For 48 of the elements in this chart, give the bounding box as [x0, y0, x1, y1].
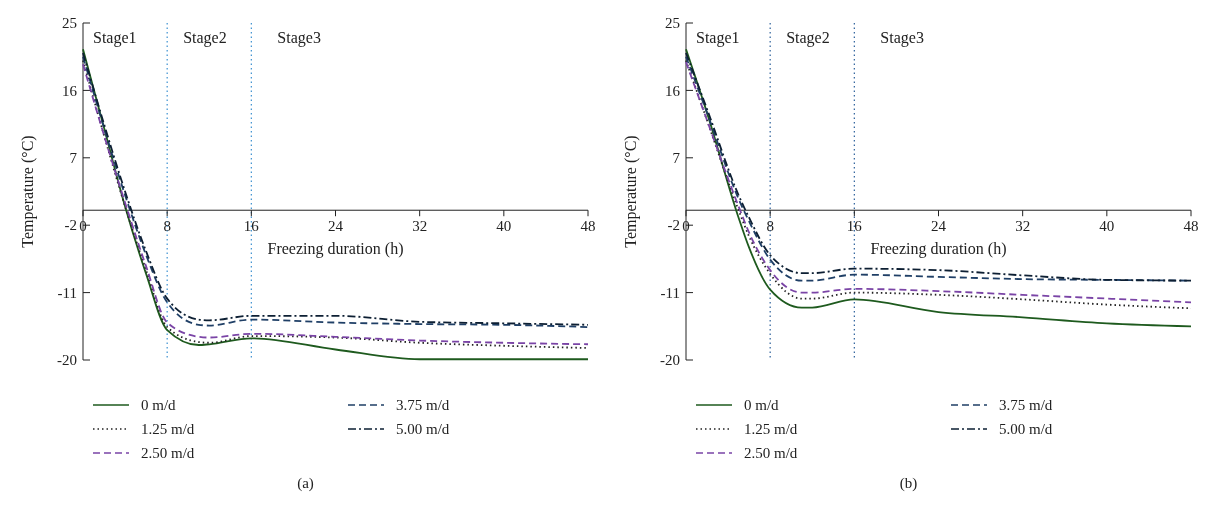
y-axis-title: Temperature (°C)	[19, 135, 37, 248]
x-tick-label: 48	[1183, 218, 1199, 235]
x-tick-label: 16	[243, 218, 260, 235]
legend-label: 3.75 m/d	[396, 397, 450, 414]
annotation: Stage3	[277, 29, 321, 47]
y-tick-label: -20	[660, 352, 680, 369]
y-tick-label: -11	[57, 284, 77, 301]
legend-label: 2.50 m/d	[744, 445, 798, 462]
x-tick-label: 40	[496, 218, 512, 235]
x-tick-label: 8	[766, 218, 774, 235]
x-tick-label: 32	[412, 218, 428, 235]
annotation: Stage2	[786, 29, 830, 47]
y-tick-label: -20	[57, 352, 77, 369]
y-axis-title: Temperature (°C)	[622, 135, 640, 248]
x-tick-label: 40	[1099, 218, 1115, 235]
legend-label: 5.00 m/d	[396, 421, 450, 438]
legend-label: 2.50 m/d	[141, 445, 195, 462]
y-tick-label: -2	[64, 217, 77, 234]
y-tick-label: 7	[69, 150, 78, 167]
x-axis-title: Freezing duration (h)	[267, 240, 404, 259]
y-tick-label: 16	[665, 82, 681, 99]
legend-label: 5.00 m/d	[999, 421, 1053, 438]
y-tick-label: 16	[62, 82, 78, 99]
annotation: Stage1	[93, 29, 137, 47]
text: (a)	[297, 475, 314, 492]
y-tick-label: 25	[62, 15, 77, 32]
y-tick-label: 7	[672, 150, 681, 167]
x-tick-label: 8	[163, 218, 171, 235]
x-tick-label: 0	[682, 218, 690, 235]
legend-label: 0 m/d	[141, 397, 177, 414]
x-tick-label: 24	[931, 218, 947, 235]
legend-label: 0 m/d	[744, 397, 780, 414]
y-tick-label: -2	[667, 217, 680, 234]
y-tick-label: 25	[665, 15, 680, 32]
legend-label: 3.75 m/d	[999, 397, 1053, 414]
legend-label: 1.25 m/d	[141, 421, 195, 438]
legend-label: 1.25 m/d	[744, 421, 798, 438]
x-axis-title: Freezing duration (h)	[870, 240, 1007, 259]
annotation: Stage1	[696, 29, 740, 47]
x-tick-label: 16	[846, 218, 863, 235]
x-tick-label: 32	[1015, 218, 1031, 235]
x-tick-label: 24	[328, 218, 344, 235]
annotation: Stage3	[880, 29, 924, 47]
annotation: Stage2	[183, 29, 227, 47]
x-tick-label: 48	[580, 218, 596, 235]
text: (b)	[899, 475, 918, 492]
y-tick-label: -11	[660, 284, 680, 301]
x-tick-label: 0	[79, 218, 87, 235]
